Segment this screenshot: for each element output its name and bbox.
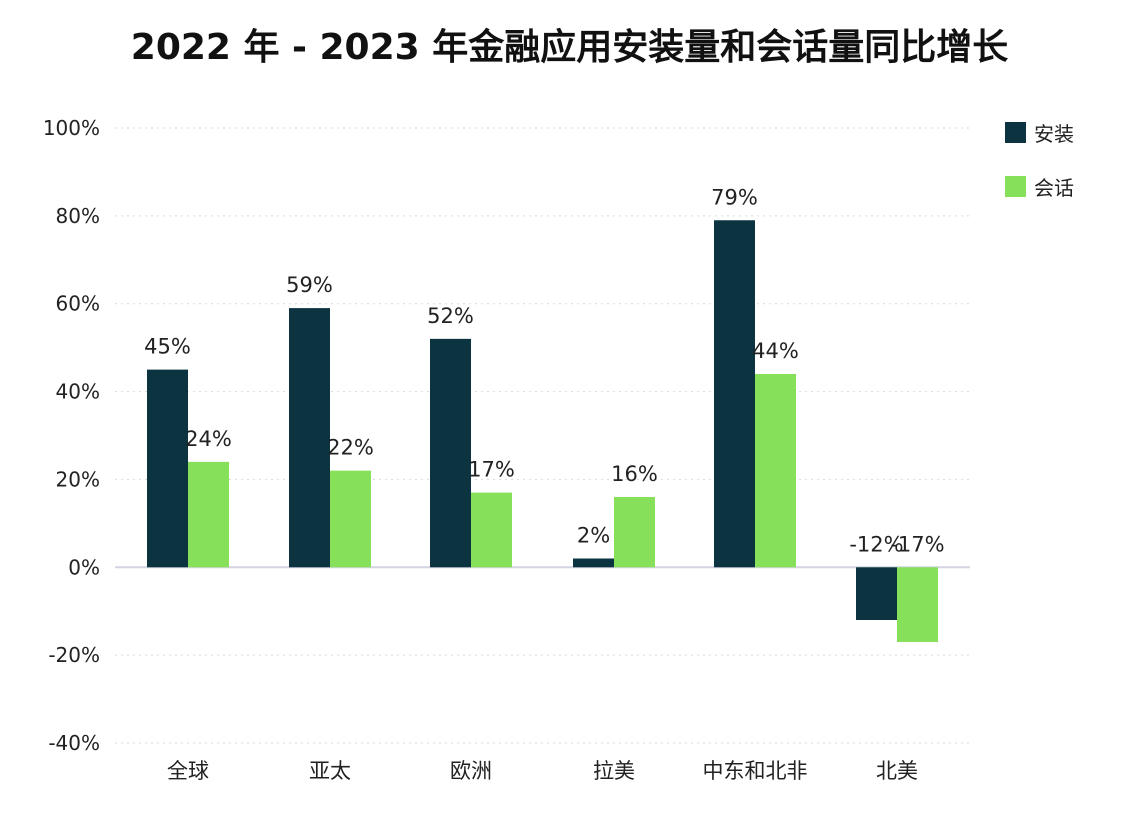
bar-sessions [614, 497, 655, 568]
data-label-sessions: 17% [468, 458, 515, 482]
bar-installs [573, 558, 614, 568]
data-label-installs: 2% [577, 524, 610, 548]
data-label-installs: 45% [144, 335, 191, 359]
data-label-sessions: 22% [327, 436, 374, 460]
data-labels: 45% 59% 52% 2% 79% -12% 24% 22% 17% 16% 44% -17% [144, 185, 944, 556]
x-tick-label: 中东和北非 [703, 759, 808, 783]
x-tick-label: 欧洲 [450, 759, 492, 783]
data-label-sessions: 44% [752, 339, 799, 363]
bar-installs [147, 369, 188, 568]
data-label-sessions: -17% [890, 532, 944, 556]
legend-label-sessions: 会话 [1034, 176, 1074, 200]
y-tick-label: -40% [48, 731, 100, 755]
y-tick-label: 100% [43, 116, 100, 140]
bar-installs [289, 308, 330, 568]
legend-swatch-installs [1005, 122, 1026, 143]
bar-sessions [897, 567, 938, 642]
y-axis-tick-labels: 100% 80% 60% 40% 20% 0% -20% -40% [43, 116, 100, 755]
bar-sessions [330, 470, 371, 568]
chart-title: 2022 年 - 2023 年金融应用安装量和会话量同比增长 [130, 27, 1009, 68]
bar-installs [856, 567, 897, 620]
legend-item-installs: 安装 [1005, 118, 1074, 147]
bars [147, 220, 938, 642]
data-label-installs: 79% [711, 185, 758, 209]
bar-installs [714, 220, 755, 568]
bar-sessions [188, 461, 229, 568]
y-tick-label: -20% [48, 643, 100, 667]
data-label-sessions: 16% [611, 462, 658, 486]
data-label-sessions: 24% [185, 427, 232, 451]
y-tick-label: 80% [56, 204, 100, 228]
x-tick-label: 拉美 [593, 759, 635, 783]
y-tick-label: 0% [68, 555, 100, 579]
x-axis-tick-labels: 全球 亚太 欧洲 拉美 中东和北非 北美 [167, 759, 918, 783]
bar-installs [430, 338, 471, 568]
bar-sessions [755, 374, 796, 568]
data-label-installs: -12% [849, 532, 903, 556]
gridlines [115, 127, 970, 744]
legend-swatch-sessions [1005, 176, 1026, 197]
legend-item-sessions: 会话 [1005, 172, 1074, 201]
data-label-installs: 52% [427, 304, 474, 328]
y-tick-label: 60% [56, 292, 100, 316]
y-tick-label: 20% [56, 467, 100, 491]
y-tick-label: 40% [56, 380, 100, 404]
x-tick-label: 亚太 [309, 759, 351, 783]
bar-sessions [471, 492, 512, 568]
x-tick-label: 全球 [167, 759, 209, 783]
x-tick-label: 北美 [876, 759, 918, 783]
data-label-installs: 59% [286, 273, 333, 297]
legend-label-installs: 安装 [1034, 122, 1074, 146]
